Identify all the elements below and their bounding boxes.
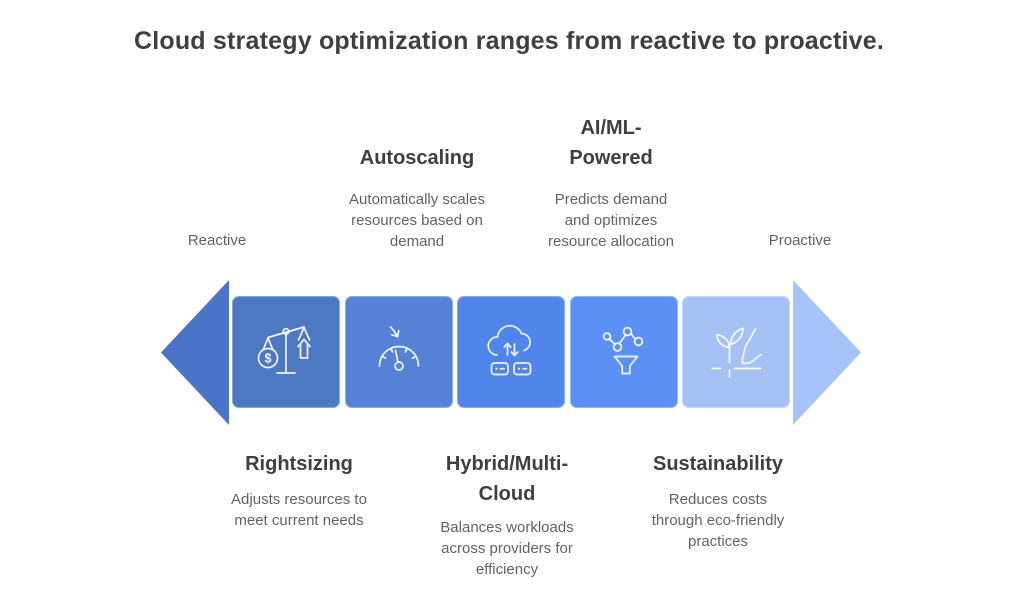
right-arrowhead-icon <box>793 280 861 425</box>
step-description-rightsizing: Adjusts resources to meet current needs <box>231 491 367 529</box>
step-tile-hybrid-multi-cloud <box>457 296 565 408</box>
step-tile-sustainability <box>682 296 790 408</box>
page-title: Cloud strategy optimization ranges from … <box>133 27 885 55</box>
speed-gauge-icon <box>378 326 419 371</box>
step-title-hybrid-multi-cloud: Hybrid/Multi- Cloud <box>445 453 569 505</box>
step-description-sustainability: Reduces costs through eco-friendly pract… <box>651 491 785 550</box>
step-title-sustainability: Sustainability <box>652 453 784 475</box>
step-tile-autoscaling <box>344 296 453 408</box>
balance-scale-dollar-icon: $ <box>257 326 311 374</box>
cloud-sync-servers-icon <box>487 325 532 376</box>
svg-text:$: $ <box>265 352 272 366</box>
seedling-hand-icon <box>711 327 762 378</box>
step-tile-ai-ml <box>569 296 678 408</box>
step-description-ai-ml: Predicts demand and optimizes resource a… <box>548 191 674 250</box>
step-description-hybrid-multi-cloud: Balances workloads across providers for … <box>440 519 574 578</box>
step-title-autoscaling: Autoscaling <box>359 147 475 169</box>
step-description-autoscaling: Automatically scales resources based on … <box>349 191 485 250</box>
proactive-label: Proactive <box>768 232 832 249</box>
step-title-rightsizing: Rightsizing <box>245 453 353 475</box>
step-title-ai-ml: AI/ML- Powered <box>569 117 653 169</box>
left-arrowhead-icon <box>161 280 229 425</box>
reactive-label: Reactive <box>187 232 247 249</box>
ml-network-funnel-icon <box>602 326 643 375</box>
step-tile-rightsizing: $ <box>232 296 340 408</box>
